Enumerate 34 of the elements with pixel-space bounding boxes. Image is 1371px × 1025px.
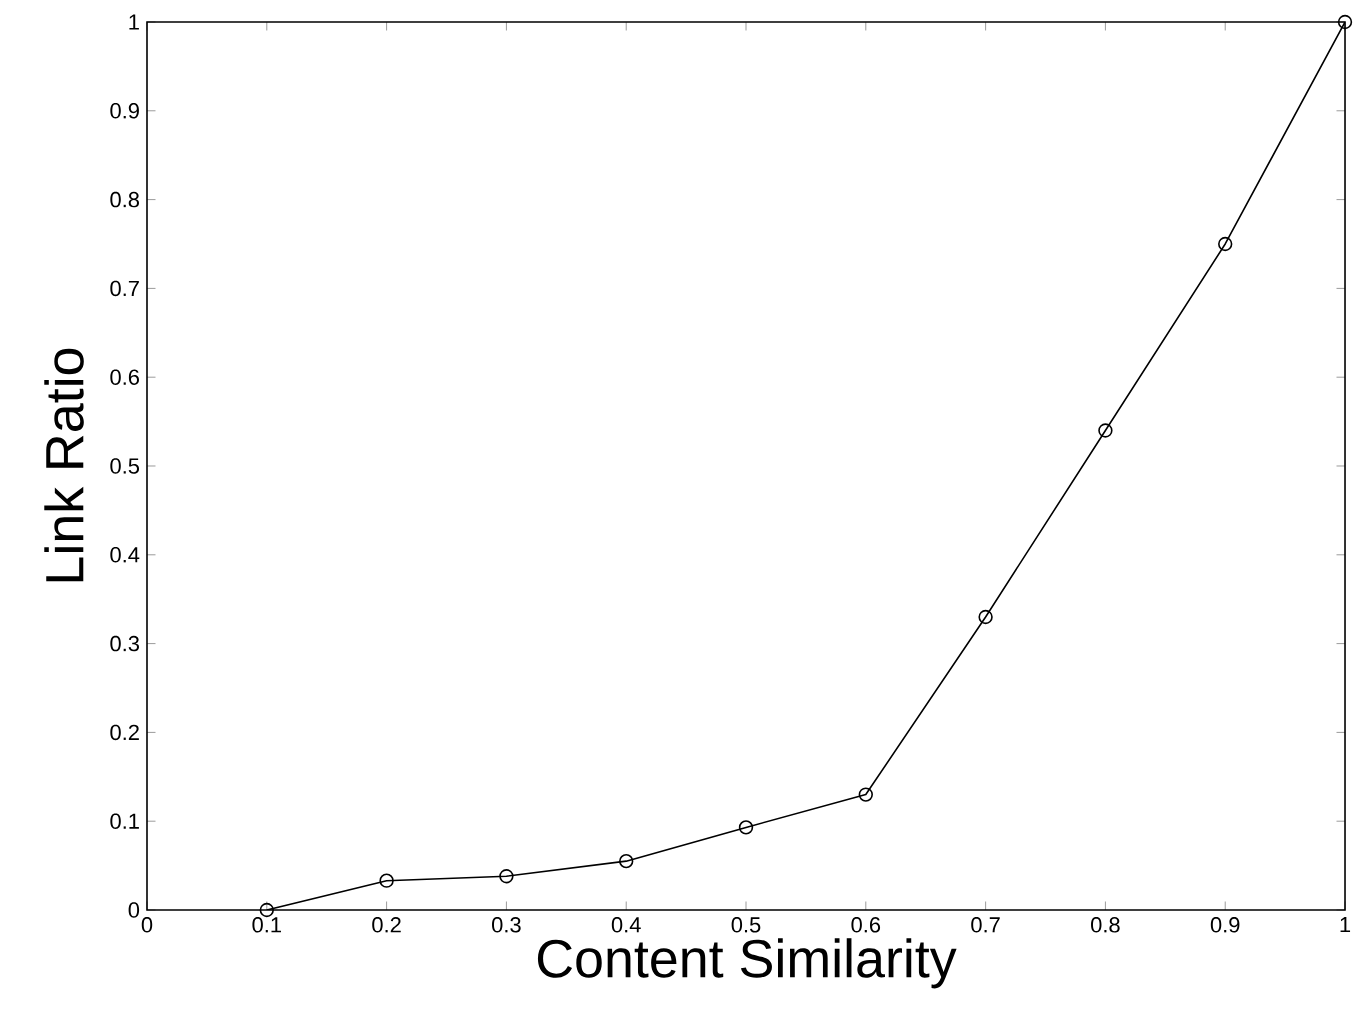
x-tick-label: 0.9	[1210, 917, 1240, 933]
point	[619, 853, 634, 869]
y-tick-label: 0.2	[110, 724, 139, 741]
y-tick-label: 1	[129, 14, 139, 30]
x-tick-label: 0.4	[611, 917, 641, 933]
x-axis-title: Content Similarity	[537, 938, 957, 989]
point	[259, 902, 274, 918]
y-tick-label: 0.1	[110, 813, 139, 829]
x-tick-label: 0	[141, 917, 153, 933]
point	[499, 869, 514, 884]
point	[1337, 14, 1353, 30]
x-tick-label: 0.7	[971, 917, 1000, 933]
point	[1218, 236, 1233, 252]
y-tick-label: 0.9	[110, 103, 139, 119]
x-tick-label: 0.3	[492, 917, 521, 933]
y-tick-label: 0.7	[110, 280, 139, 297]
point	[858, 787, 873, 802]
y-tick-label: 0	[128, 902, 140, 918]
x-tick-label: 0.2	[372, 917, 401, 933]
y-axis-title: Link Ratio	[44, 348, 84, 582]
point	[379, 873, 394, 888]
point	[738, 820, 754, 835]
x-tick-label: 0.1	[252, 917, 281, 933]
y-tick-label: 0.3	[110, 635, 139, 652]
y-tick-label: 0.4	[110, 547, 140, 563]
y-tick-label: 0.8	[110, 191, 139, 208]
point	[1098, 423, 1113, 438]
y-tick-label: 0.5	[110, 458, 140, 474]
x-tick-label: 1	[1340, 917, 1351, 933]
y-tick-label: 0.6	[110, 369, 139, 385]
x-tick-label: 0.6	[851, 917, 881, 933]
x-tick-label: 0.5	[731, 917, 761, 933]
x-tick-label: 0.8	[1091, 917, 1120, 933]
point	[978, 609, 993, 625]
